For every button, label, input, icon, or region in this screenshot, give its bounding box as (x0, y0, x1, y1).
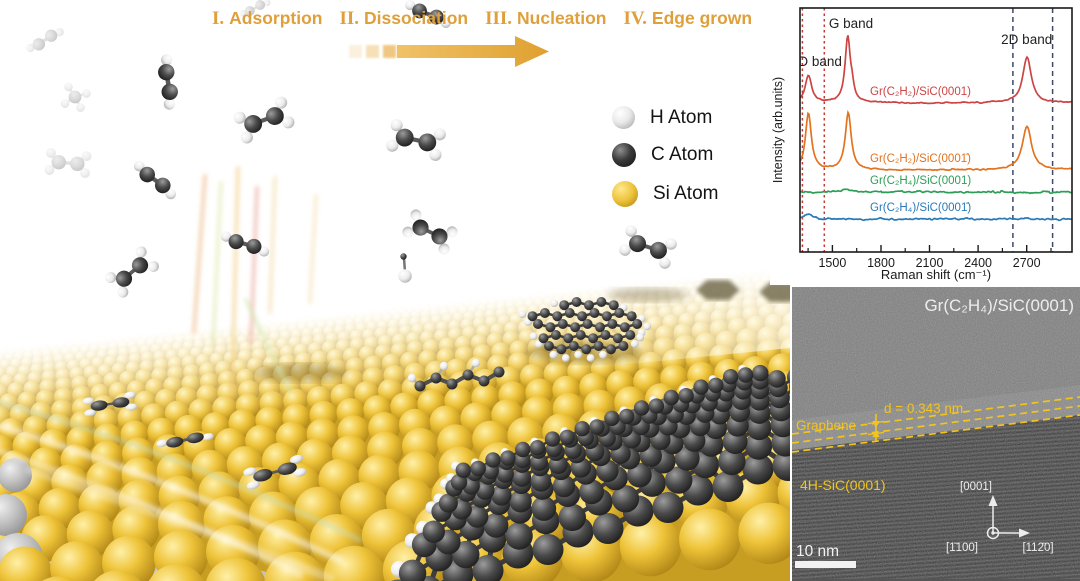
legend-label: Si Atom (653, 183, 719, 204)
legend-row-silicon: Si Atom (612, 181, 718, 207)
step-edge-grown: IV. Edge grown (624, 8, 753, 30)
molecule-acetylene (220, 231, 270, 257)
legend-row-hydrogen: H Atom (612, 106, 718, 129)
step-adsorption: I. Adsorption (212, 8, 322, 30)
band-annotation: D band (798, 54, 842, 69)
graphene-sheet (390, 364, 790, 581)
spectrum-label: Gr(C₂H₄)/SiC(0001) (870, 175, 971, 187)
molecule-acetylene (405, 0, 451, 28)
x-tick-label: 2400 (964, 256, 992, 270)
dissociated-fragments (82, 253, 505, 490)
x-tick-label: 2700 (1013, 256, 1041, 270)
molecule-acetylene (156, 432, 214, 448)
distant-graphene-patches (696, 280, 790, 302)
molecule-ethylene-ghost (44, 148, 92, 178)
step-numeral: I. (212, 8, 225, 29)
band-guides (801, 8, 1054, 252)
motion-arc-trails (0, 400, 362, 581)
hydrogen-atom-icon (612, 106, 635, 129)
step-nucleation: III. Nucleation (485, 8, 606, 30)
x-axis-label: Raman shift (cm⁻¹) (881, 267, 991, 282)
molecule-acetylene-ghost (239, 0, 271, 17)
legend-label: H Atom (650, 106, 713, 128)
scale-bar-label: 10 nm (796, 543, 839, 560)
plot-frame (799, 7, 1073, 253)
molecule-acetylene (133, 160, 177, 200)
spectrum-curve (799, 35, 1073, 105)
x-tick-label: 1500 (818, 256, 846, 270)
y-axis-label: Intensity (arb.units) (771, 77, 785, 183)
band-annotation: 2D band (1001, 32, 1052, 47)
tem-micrograph: Gr(C₂H₄)/SiC(0001) Graphene d = 0.343 nm… (791, 287, 1080, 579)
molecule-ethylene (402, 209, 458, 255)
step-label: Adsorption (229, 8, 323, 28)
process-steps: I. Adsorption II. Dissociation III. Nucl… (212, 8, 752, 30)
growth-scene-illustration (0, 0, 790, 581)
raman-panel: Gr(C₂H₂)/SiC(0001) Gr(C₂H₂)/SiC(0001̄) Gr(… (770, 0, 1080, 285)
axis-right-label: [112̄0] (1022, 542, 1053, 554)
tem-panel: Gr(C₂H₄)/SiC(0001) Graphene d = 0.343 nm… (790, 287, 1080, 581)
d-spacing-arrow-icon (867, 414, 885, 442)
spectrum-label: Gr(C₂H₂)/SiC(0001) (870, 86, 971, 98)
deposition-beams (192, 166, 318, 395)
step-label: Dissociation (364, 8, 469, 28)
carbon-chain (407, 358, 505, 392)
spectrum-label: Gr(C₂H₂)/SiC(0001̄) (870, 153, 971, 165)
molecule-ethylene (82, 391, 138, 417)
gas-molecules (26, 0, 677, 298)
axis-out-label: [1̄100] (946, 542, 978, 554)
molecule-ethylene (619, 225, 677, 269)
graphene-layer-dashed-lines (791, 396, 1080, 453)
legend-row-carbon: C Atom (612, 143, 718, 167)
step-label: Nucleation (517, 8, 607, 28)
graphene-label: Graphene (796, 418, 856, 433)
atom-legend: H Atom C Atom Si Atom (612, 106, 718, 221)
molecule-ethylene (105, 246, 159, 298)
substrate-label: 4H-SiC(0001) (800, 477, 886, 493)
molecule-methane-ghost (60, 82, 91, 112)
step-dissociation: II. Dissociation (339, 8, 468, 30)
spectrum-curve (799, 109, 1072, 172)
band-annotation: G band (829, 16, 873, 31)
scale-bar (795, 561, 856, 568)
spectrum-curve (799, 213, 1073, 222)
crystal-axes-icon (986, 495, 1030, 540)
raman-spectra-chart: Gr(C₂H₂)/SiC(0001) Gr(C₂H₂)/SiC(0001̄) Gr(… (771, 7, 1073, 282)
tem-noise-texture (792, 287, 1080, 579)
graphene-island (518, 297, 652, 362)
spectrum-label: Gr(C₂H₄)/SiC(0001̄) (870, 202, 971, 214)
axis-up-label: [0001] (960, 481, 992, 493)
x-tick-label: 1800 (867, 256, 895, 270)
silicon-atom-icon (612, 181, 638, 207)
tem-title: Gr(C₂H₄)/SiC(0001) (924, 296, 1074, 315)
molecule-acetylene-ghost (26, 27, 64, 53)
step-numeral: IV. (623, 8, 647, 29)
molecule-ethylene (386, 119, 446, 161)
spectra-curves: Gr(C₂H₂)/SiC(0001) Gr(C₂H₂)/SiC(0001̄) Gr(… (799, 35, 1073, 222)
molecule-ethylene (233, 96, 295, 144)
d-spacing-label: d = 0.343 nm (884, 401, 963, 416)
molecule-acetylene (158, 54, 178, 110)
adsorbed-hydrogen (398, 253, 412, 283)
molecule-ethylene (243, 454, 307, 490)
legend-label: C Atom (651, 144, 714, 165)
process-arrow-icon (349, 36, 549, 67)
step-numeral: III. (485, 8, 513, 29)
x-axis-ticks: 1500 1800 2100 2400 2700 (807, 245, 1052, 270)
spectrum-curve (799, 188, 1073, 195)
carbon-atom-icon (612, 143, 636, 167)
step-label: Edge grown (651, 8, 753, 28)
step-numeral: II. (339, 8, 360, 29)
x-tick-label: 2100 (916, 256, 944, 270)
